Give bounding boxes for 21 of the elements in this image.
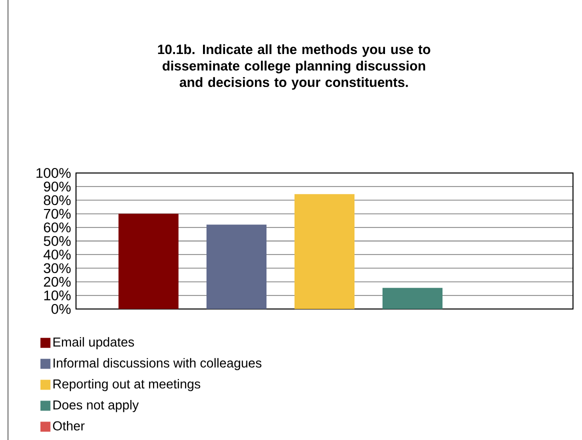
y-tick-label: 100% (36, 168, 71, 178)
bar (206, 224, 266, 309)
y-tick-label: 40% (44, 250, 71, 260)
bar (294, 194, 354, 309)
bar (118, 214, 178, 309)
chart-title: 10.1b. Indicate all the methods you use to disseminate college planning discussion and decisions to your constituents. (158, 44, 430, 90)
legend-label: Reporting out at meetings (53, 379, 200, 392)
legend-label: Does not apply (53, 400, 139, 412)
legend-label: Informal discussions with colleagues (54, 358, 262, 370)
y-tick-label: 0% (52, 304, 71, 314)
y-tick-label: 10% (44, 290, 71, 300)
y-tick-label: 30% (44, 263, 71, 274)
y-tick-label: 60% (44, 222, 71, 232)
y-tick-label: 80% (44, 195, 71, 206)
legend-label: Other (53, 420, 85, 430)
y-tick-label: 50% (44, 236, 71, 246)
y-tick-label: 20% (44, 276, 71, 287)
legend-label: Email updates (53, 337, 134, 350)
bar (382, 288, 442, 309)
y-tick-label: 70% (44, 208, 71, 219)
y-tick-label: 90% (44, 182, 71, 192)
